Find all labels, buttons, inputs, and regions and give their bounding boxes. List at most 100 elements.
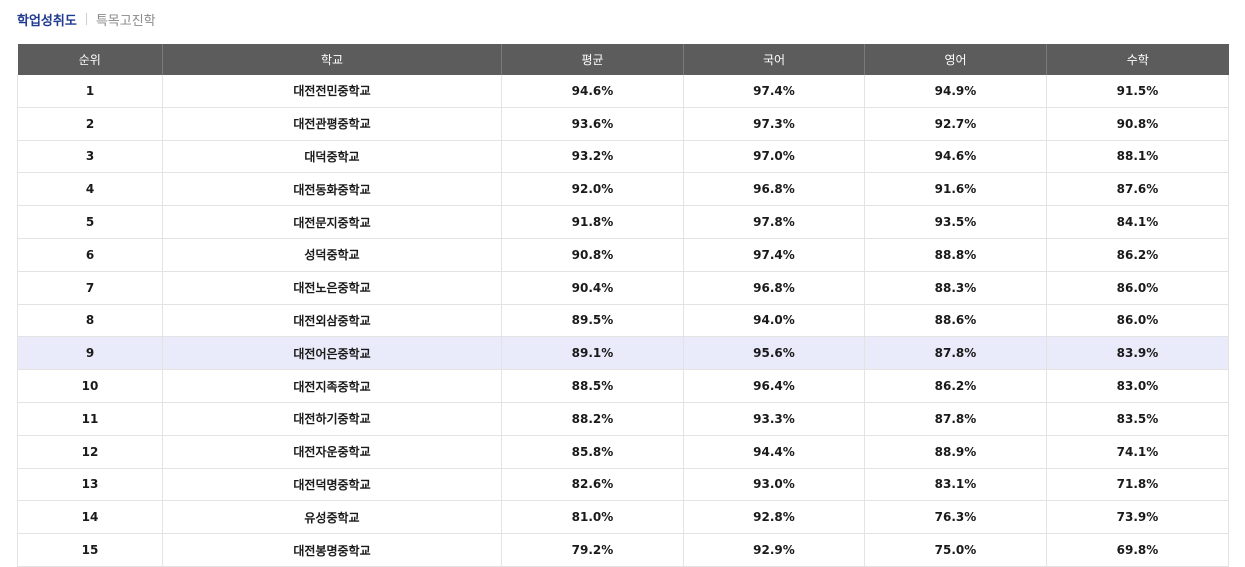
cell-school: 대전외삼중학교 — [162, 304, 502, 338]
cell-rank: 6 — [17, 238, 163, 272]
cell-average: 93.2% — [501, 140, 684, 174]
cell-english: 88.3% — [864, 271, 1047, 305]
cell-average: 85.8% — [501, 435, 684, 469]
cell-rank: 5 — [17, 205, 163, 239]
table-row: 3 대덕중학교 93.2% 97.0% 94.6% 88.1% — [17, 140, 1229, 174]
cell-school: 대전관평중학교 — [162, 107, 502, 141]
cell-math: 74.1% — [1046, 435, 1229, 469]
cell-rank: 4 — [17, 172, 163, 207]
cell-english: 92.7% — [864, 107, 1047, 141]
cell-korean: 94.0% — [683, 304, 865, 338]
header-average: 평균 — [501, 44, 684, 75]
cell-average: 88.2% — [501, 402, 684, 436]
cell-korean: 92.8% — [683, 500, 865, 535]
cell-korean: 92.9% — [683, 533, 865, 567]
cell-school: 유성중학교 — [162, 500, 502, 535]
cell-english: 93.5% — [864, 205, 1047, 239]
table-row: 13 대전덕명중학교 82.6% 93.0% 83.1% 71.8% — [17, 468, 1229, 502]
cell-school: 대전동화중학교 — [162, 172, 502, 207]
header-rank: 순위 — [17, 44, 163, 75]
cell-english: 94.6% — [864, 140, 1047, 174]
cell-average: 90.8% — [501, 238, 684, 272]
cell-english: 83.1% — [864, 468, 1047, 502]
table-row: 7 대전노은중학교 90.4% 96.8% 88.3% 86.0% — [17, 271, 1229, 305]
tab-academic-achievement[interactable]: 학업성취도 — [17, 13, 77, 29]
cell-rank: 10 — [17, 369, 163, 403]
achievement-table: 순위 학교 평균 국어 영어 수학 1 대전전민중학교 94.6% 97.4% 94.9… — [17, 44, 1229, 567]
cell-school: 대전전민중학교 — [162, 75, 502, 108]
cell-school: 대전자운중학교 — [162, 435, 502, 469]
cell-korean: 96.4% — [683, 369, 865, 403]
cell-rank: 2 — [17, 107, 163, 141]
cell-rank: 13 — [17, 468, 163, 502]
cell-school: 대전노은중학교 — [162, 271, 502, 305]
table-row: 4 대전동화중학교 92.0% 96.8% 91.6% 87.6% — [17, 172, 1229, 207]
cell-rank: 12 — [17, 435, 163, 469]
header-school: 학교 — [162, 44, 502, 75]
cell-average: 93.6% — [501, 107, 684, 141]
cell-korean: 97.3% — [683, 107, 865, 141]
cell-average: 88.5% — [501, 369, 684, 403]
tab-special-high-school[interactable]: 특목고진학 — [95, 13, 156, 29]
cell-rank: 11 — [17, 402, 163, 436]
cell-math: 83.5% — [1046, 402, 1229, 436]
cell-rank: 3 — [17, 140, 163, 174]
tab-bar: 학업성취도 특목고진학 — [17, 10, 156, 29]
cell-math: 69.8% — [1046, 533, 1229, 567]
header-math: 수학 — [1046, 44, 1229, 75]
cell-math: 83.9% — [1046, 336, 1229, 371]
tab-separator — [85, 13, 87, 25]
cell-school: 대덕중학교 — [162, 140, 502, 174]
cell-english: 91.6% — [864, 172, 1047, 207]
table-row: 10 대전지족중학교 88.5% 96.4% 86.2% 83.0% — [17, 369, 1229, 403]
cell-korean: 97.8% — [683, 205, 865, 239]
cell-english: 76.3% — [864, 500, 1047, 535]
cell-korean: 93.0% — [683, 468, 865, 502]
cell-school: 대전어은중학교 — [162, 336, 502, 371]
cell-korean: 96.8% — [683, 172, 865, 207]
cell-korean: 97.0% — [683, 140, 865, 174]
table-row: 2 대전관평중학교 93.6% 97.3% 92.7% 90.8% — [17, 107, 1229, 141]
table-row: 15 대전봉명중학교 79.2% 92.9% 75.0% 69.8% — [17, 533, 1229, 567]
cell-math: 86.0% — [1046, 271, 1229, 305]
cell-rank: 7 — [17, 271, 163, 305]
cell-math: 88.1% — [1046, 140, 1229, 174]
cell-average: 89.5% — [501, 304, 684, 338]
cell-math: 90.8% — [1046, 107, 1229, 141]
cell-english: 87.8% — [864, 336, 1047, 371]
cell-school: 대전문지중학교 — [162, 205, 502, 239]
cell-korean: 97.4% — [683, 75, 865, 108]
cell-school: 대전봉명중학교 — [162, 533, 502, 567]
table-row: 1 대전전민중학교 94.6% 97.4% 94.9% 91.5% — [17, 75, 1229, 108]
table-row: 11 대전하기중학교 88.2% 93.3% 87.8% 83.5% — [17, 402, 1229, 436]
table-header-row: 순위 학교 평균 국어 영어 수학 — [17, 44, 1229, 75]
cell-english: 87.8% — [864, 402, 1047, 436]
table-header: 순위 학교 평균 국어 영어 수학 — [17, 44, 1229, 75]
table-row: 12 대전자운중학교 85.8% 94.4% 88.9% 74.1% — [17, 435, 1229, 469]
cell-school: 대전지족중학교 — [162, 369, 502, 403]
cell-math: 83.0% — [1046, 369, 1229, 403]
cell-korean: 93.3% — [683, 402, 865, 436]
table-row: 8 대전외삼중학교 89.5% 94.0% 88.6% 86.0% — [17, 304, 1229, 338]
header-english: 영어 — [864, 44, 1047, 75]
cell-math: 84.1% — [1046, 205, 1229, 239]
table-row: 14 유성중학교 81.0% 92.8% 76.3% 73.9% — [17, 500, 1229, 535]
cell-rank: 15 — [17, 533, 163, 567]
cell-english: 94.9% — [864, 75, 1047, 108]
table-row: 5 대전문지중학교 91.8% 97.8% 93.5% 84.1% — [17, 205, 1229, 239]
cell-korean: 95.6% — [683, 336, 865, 371]
cell-math: 73.9% — [1046, 500, 1229, 535]
cell-math: 86.2% — [1046, 238, 1229, 272]
cell-english: 86.2% — [864, 369, 1047, 403]
cell-rank: 14 — [17, 500, 163, 535]
cell-math: 71.8% — [1046, 468, 1229, 502]
cell-korean: 96.8% — [683, 271, 865, 305]
cell-average: 91.8% — [501, 205, 684, 239]
cell-average: 82.6% — [501, 468, 684, 502]
cell-average: 90.4% — [501, 271, 684, 305]
cell-average: 94.6% — [501, 75, 684, 108]
cell-average: 92.0% — [501, 172, 684, 207]
cell-english: 88.8% — [864, 238, 1047, 272]
table-row: 9 대전어은중학교 89.1% 95.6% 87.8% 83.9% — [17, 336, 1229, 371]
cell-rank: 8 — [17, 304, 163, 338]
